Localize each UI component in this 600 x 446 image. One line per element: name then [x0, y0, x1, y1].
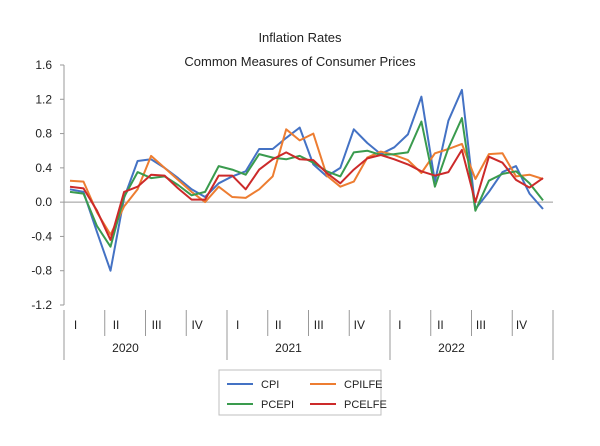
quarter-label: IV [191, 318, 202, 332]
quarter-label: IV [516, 318, 527, 332]
series-line-pcelfe [69, 148, 544, 241]
series-line-cpilfe [69, 128, 544, 236]
quarter-label: II [275, 318, 282, 332]
y-tick-label: -0.4 [31, 229, 52, 243]
axes: 1.61.20.80.40.0-0.4-0.8-1.2I II III IV I II II… [31, 58, 554, 360]
legend-label-pcepi: PCEPI [261, 399, 294, 411]
quarter-label: III [476, 318, 486, 332]
y-tick-label: 1.2 [35, 92, 52, 106]
year-label: 2020 [112, 341, 139, 355]
quarter-label: I [236, 318, 239, 332]
legend-label-pcelfe: PCELFE [344, 399, 387, 411]
quarter-label: II [437, 318, 444, 332]
year-label: 2021 [275, 341, 302, 355]
y-tick-label: -1.2 [31, 298, 52, 312]
quarter-label: III [152, 318, 162, 332]
y-tick-label: 0.0 [35, 195, 52, 209]
y-tick-label: 1.6 [35, 58, 52, 72]
legend-box [218, 369, 382, 416]
y-tick-label: -0.8 [31, 264, 52, 278]
legend: CPI CPILFE PCEPI PCELFE [218, 369, 387, 416]
y-tick-label: 0.4 [35, 161, 52, 175]
legend-label-cpi: CPI [261, 379, 279, 391]
quarter-label: IV [354, 318, 365, 332]
quarter-label: III [314, 318, 324, 332]
chart-title: Inflation Rates [258, 30, 342, 45]
quarter-label: II [113, 318, 120, 332]
series-lines [69, 88, 544, 272]
legend-label-cpilfe: CPILFE [344, 379, 383, 391]
chart-subtitle: Common Measures of Consumer Prices [184, 54, 416, 69]
quarter-label: I [74, 318, 77, 332]
year-label: 2022 [438, 341, 465, 355]
quarter-label: I [398, 318, 401, 332]
y-tick-label: 0.8 [35, 127, 52, 141]
